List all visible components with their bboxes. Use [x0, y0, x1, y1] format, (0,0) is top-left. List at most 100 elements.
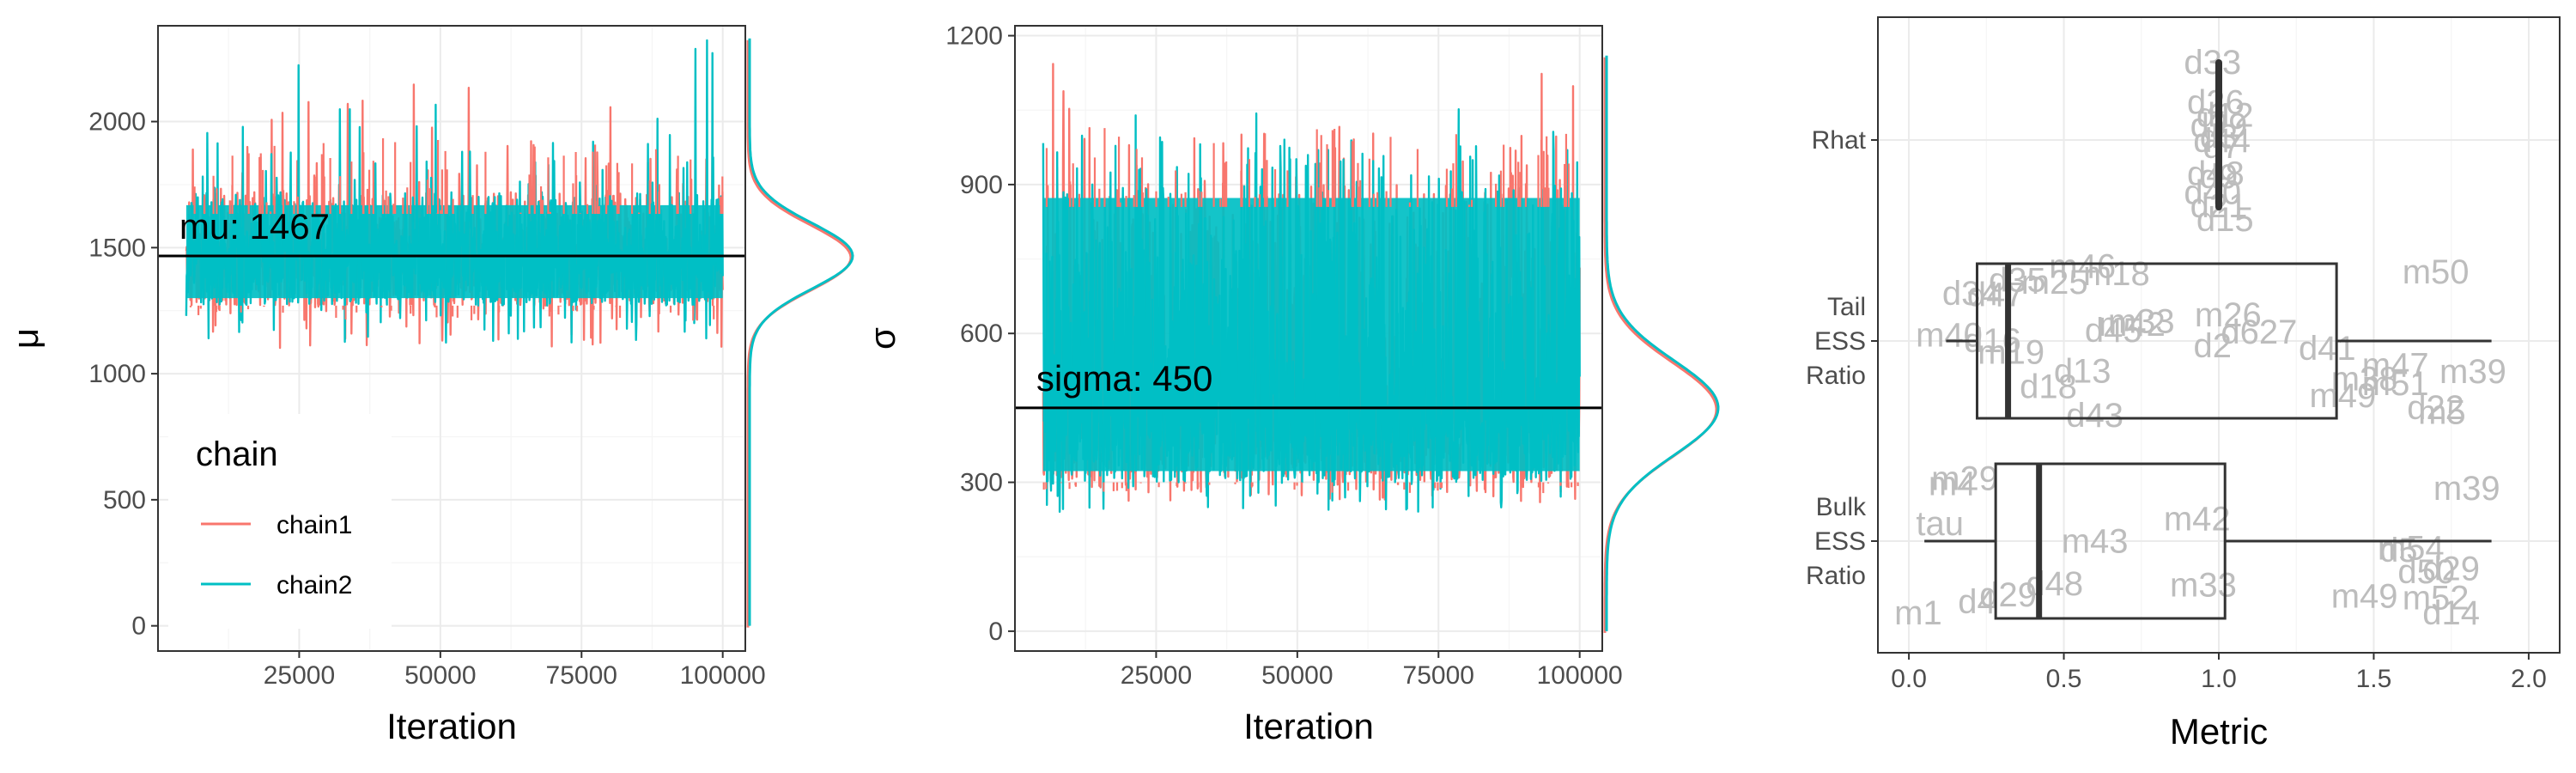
point-label: m46	[2049, 247, 2116, 285]
point-label: m1	[1894, 594, 1942, 632]
y-axis-title: σ	[862, 327, 902, 350]
x-tick-label: 25000	[1121, 661, 1192, 690]
trace-core-band	[185, 204, 723, 299]
y-tick-label: 500	[103, 486, 146, 514]
point-label: m4	[1929, 465, 1977, 502]
legend-background	[168, 414, 392, 629]
y-category-label: Bulk	[1816, 493, 1867, 521]
x-tick-label: 0.5	[2046, 665, 2082, 693]
point-label: m43	[2062, 522, 2129, 560]
reference-label: sigma: 450	[1036, 358, 1212, 399]
y-category-label: ESS	[1814, 327, 1866, 356]
point-label: m5	[2418, 393, 2466, 431]
point-label: d4	[1958, 583, 1996, 621]
x-tick-label: 50000	[1261, 661, 1333, 690]
box-iqr	[1975, 262, 2338, 420]
point-label: m39	[2433, 470, 2500, 508]
y-category-label: Ratio	[1806, 562, 1866, 590]
point-label: m49	[2331, 577, 2398, 615]
density-chain2	[1605, 55, 1720, 631]
point-label: d5	[2379, 532, 2418, 569]
legend-label: chain1	[276, 511, 352, 539]
y-tick-label: 0	[988, 618, 1003, 646]
point-label: m50	[2403, 253, 2470, 291]
y-tick-label: 600	[960, 320, 1003, 348]
box-iqr	[1994, 462, 2227, 620]
point-label: d29	[1979, 576, 2037, 614]
trace-lines	[185, 39, 724, 350]
point-label: d12	[2196, 96, 2254, 134]
y-tick-label: 300	[960, 469, 1003, 497]
density-chain2	[748, 38, 854, 626]
legend: chain chain1 chain2	[168, 414, 392, 629]
point-label: d29	[2422, 550, 2480, 587]
legend-title: chain	[196, 435, 278, 473]
y-tick-label: 900	[960, 171, 1003, 199]
point-label: m40	[1916, 317, 1983, 355]
point-label: d18	[2020, 368, 2077, 405]
point-label: m29	[1931, 460, 1998, 497]
point-label: d48	[2026, 565, 2083, 603]
point-label: m26	[2195, 296, 2262, 334]
y-tick-label: 2000	[88, 108, 146, 137]
panel-border	[1014, 25, 1603, 652]
x-tick-label: 100000	[680, 661, 766, 690]
point-label: m25	[2021, 264, 2088, 301]
point-label: m42	[2099, 306, 2166, 344]
x-tick-label: 100000	[1537, 661, 1623, 690]
trace-core-band	[1042, 198, 1580, 472]
y-category-label: Rhat	[1812, 126, 1867, 155]
point-label: m33	[2170, 566, 2237, 604]
point-label: m33	[2108, 302, 2175, 340]
density-chain1	[746, 40, 853, 628]
x-axis-title: Iteration	[1243, 706, 1374, 746]
x-tick-label: 50000	[404, 661, 476, 690]
point-label: m19	[1978, 333, 2044, 371]
density-chain1	[1603, 57, 1718, 633]
point-label: d40	[2184, 174, 2241, 212]
point-label: d15	[2196, 201, 2254, 239]
y-category-label: ESS	[1814, 527, 1866, 556]
y-tick-label: 1200	[945, 22, 1003, 51]
box-tail-ess	[1946, 262, 2492, 420]
panel-mu-trace: mu: 1467 25000 50000 75000 100000 0 500 1000 150…	[5, 25, 854, 746]
point-label: d35	[1989, 261, 2046, 299]
panel-border	[157, 25, 746, 652]
point-label: d22	[2407, 389, 2464, 427]
y-tick-label: 0	[131, 612, 146, 641]
point-label: d14	[2422, 594, 2480, 632]
point-label: m49	[2309, 377, 2376, 415]
boxplot-content: d21d33d12d48d7d29d40d15d3d26d44d9m40d16m…	[1894, 44, 2506, 632]
point-label: m47	[2362, 346, 2429, 384]
point-label: d13	[2054, 352, 2111, 390]
trace-lines	[1042, 63, 1581, 514]
x-tick-label: 1.5	[2356, 665, 2392, 693]
point-label: m52	[2403, 580, 2470, 618]
x-axis-title: Metric	[2170, 711, 2268, 752]
point-label: d34	[1942, 275, 2000, 313]
point-label: m38	[2331, 361, 2398, 399]
box-bulk-ess	[1924, 462, 2492, 620]
x-tick-label: 1.0	[2201, 665, 2237, 693]
panel-sigma-trace: sigma: 450 25000 50000 75000 100000 0 300 600 90…	[862, 22, 1720, 746]
point-label: d43	[2066, 397, 2123, 435]
point-label: m18	[2083, 255, 2150, 293]
point-label: d33	[2184, 44, 2241, 82]
x-tick-label: 75000	[1403, 661, 1474, 690]
x-tick-label: 2.0	[2511, 665, 2547, 693]
point-label: d41	[2299, 330, 2356, 368]
point-label: m39	[2439, 353, 2506, 391]
x-tick-label: 75000	[546, 661, 617, 690]
y-tick-label: 1000	[88, 360, 146, 388]
y-category-label: Tail	[1827, 293, 1866, 321]
point-label: tau	[1916, 505, 1964, 543]
x-axis-title: Iteration	[386, 706, 517, 746]
point-label: m51	[2362, 365, 2429, 403]
x-tick-label: 25000	[264, 661, 335, 690]
y-category-label: Ratio	[1806, 362, 1866, 390]
y-axis-title: μ	[5, 328, 46, 349]
point-label: m42	[2164, 501, 2231, 539]
point-label: d2	[2194, 327, 2233, 365]
legend-label: chain2	[276, 571, 352, 600]
